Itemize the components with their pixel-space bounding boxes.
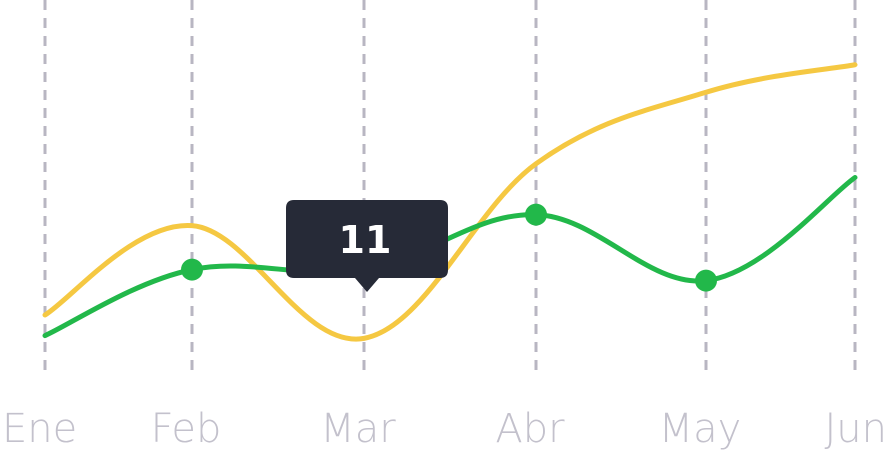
series-markers[interactable] (181, 203, 717, 292)
series-lines (42, 62, 858, 342)
point-feb[interactable] (181, 258, 203, 281)
tick-label-may: May (659, 406, 742, 450)
point-may[interactable] (695, 269, 717, 292)
tick-label-ene: Ene (2, 406, 77, 450)
point-abr[interactable] (525, 203, 547, 226)
tick-label-feb: Feb (151, 406, 222, 450)
vertical-gridlines (43, 0, 857, 378)
series-line-2 (42, 175, 858, 339)
tick-label-abr: Abr (495, 406, 565, 450)
tick-label-mar: Mar (320, 406, 396, 450)
tooltip-value: 11 (339, 218, 392, 262)
tick-label-jun: Jun (825, 406, 888, 450)
series-line-1 (42, 62, 858, 342)
tooltip-background (286, 200, 448, 292)
x-axis-tick-labels: Ene Feb Mar Abr May Jun (2, 406, 887, 450)
value-tooltip: 11 (286, 200, 448, 292)
